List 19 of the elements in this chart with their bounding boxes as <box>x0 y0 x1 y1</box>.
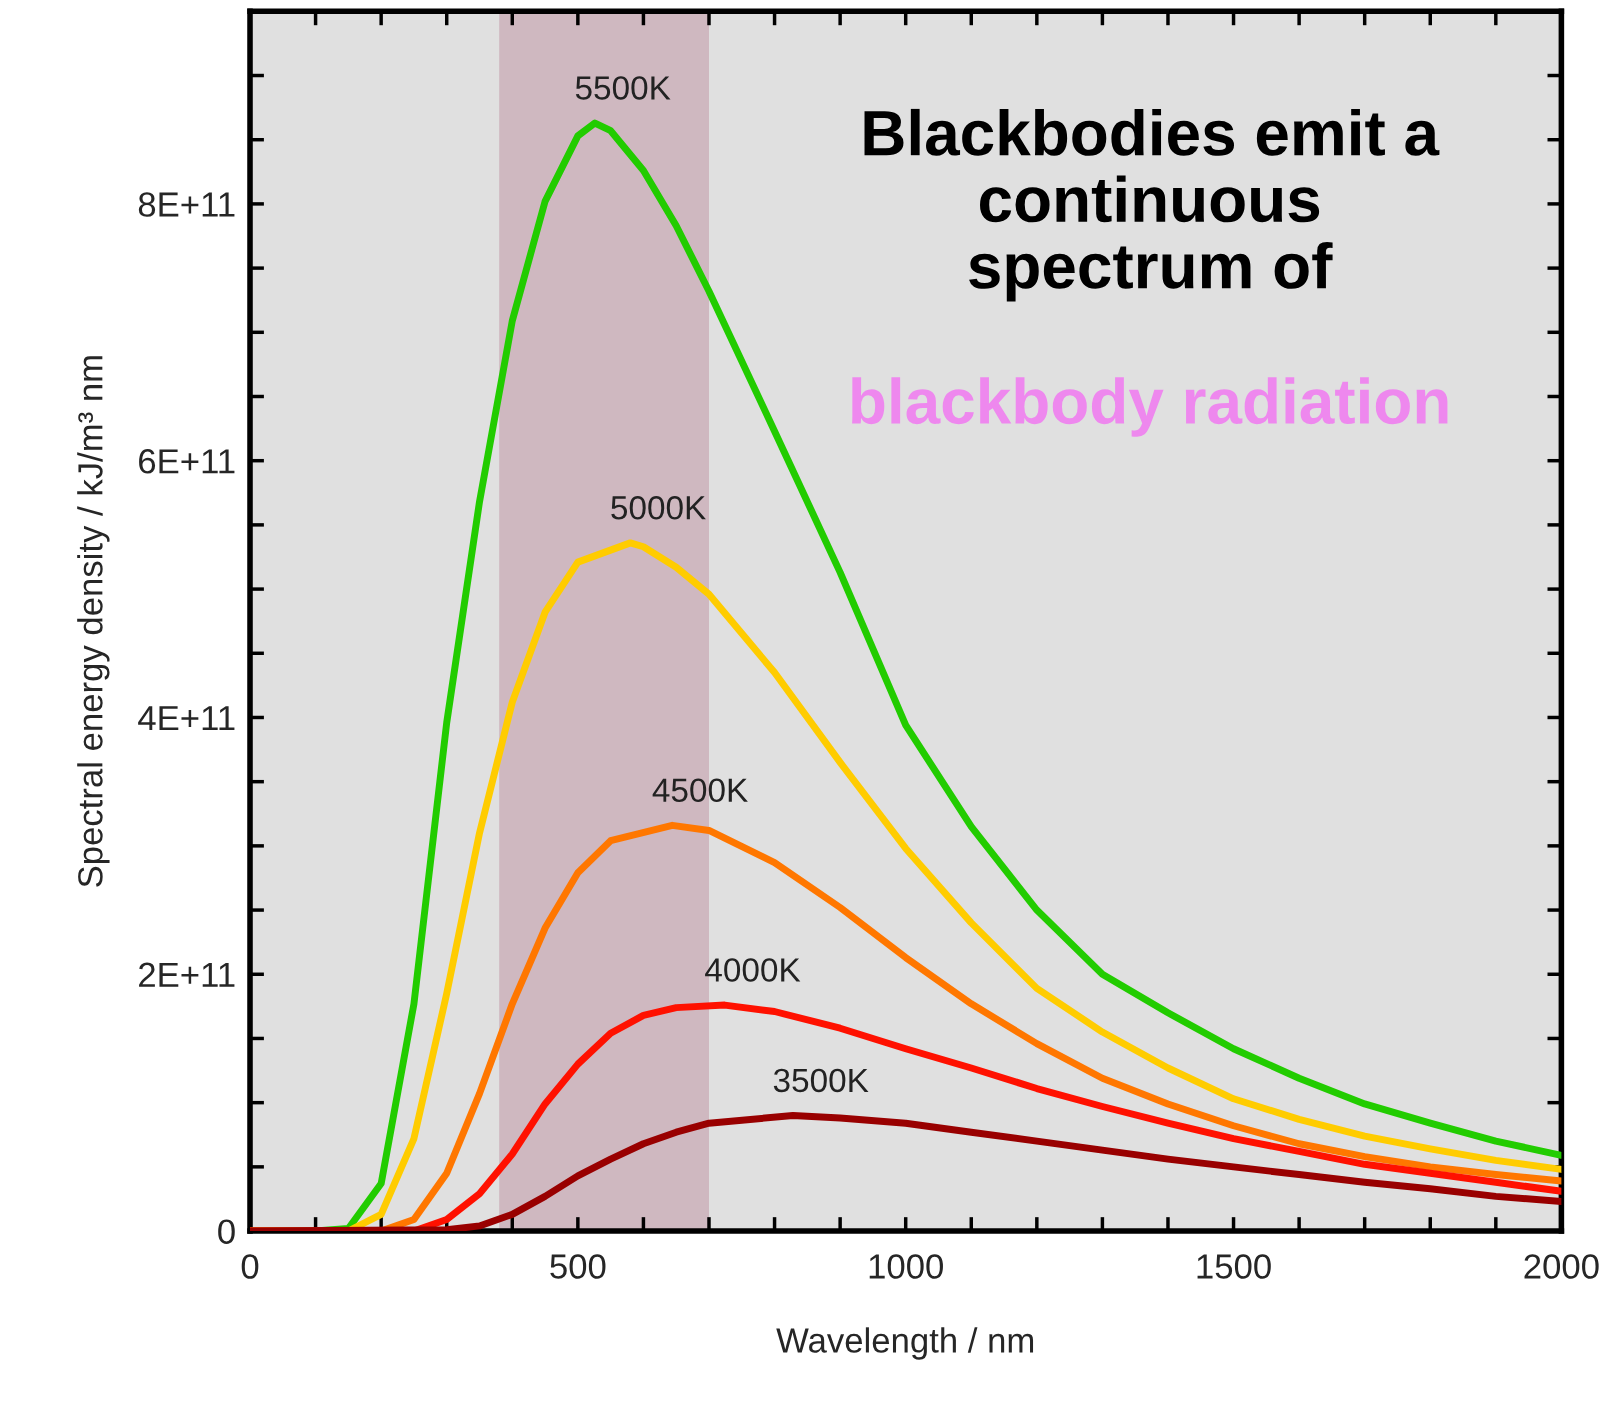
series-label: 5500K <box>575 76 671 100</box>
text: blackbody radiation <box>852 377 1448 437</box>
x-axis-title: Wavelength / nm <box>776 1327 1034 1360</box>
y-tick-label: 8E+11 <box>138 192 235 217</box>
y-tick-label: 0 <box>218 1219 235 1244</box>
series-label: 4000K <box>705 958 801 982</box>
series-label: 5000K <box>611 496 706 520</box>
y-tick-label: 2E+11 <box>139 962 235 987</box>
x-tick-label: 1500 <box>1197 1254 1271 1279</box>
x-tick-label: 2000 <box>1524 1254 1599 1279</box>
series-label: 3500K <box>773 1068 869 1093</box>
text: Blackbodies emit a continuous spectrum of <box>864 108 1440 302</box>
y-tick-label: 6E+11 <box>139 449 235 474</box>
x-tick-label: 1000 <box>869 1254 943 1279</box>
series-label: 4500K <box>652 778 748 803</box>
x-tick-label: 0 <box>241 1254 259 1279</box>
y-tick-label: 4E+11 <box>138 706 235 731</box>
y-axis-title: Spectral energy density / kJ/m³ nm <box>77 356 110 887</box>
x-tick-label: 500 <box>550 1254 606 1279</box>
